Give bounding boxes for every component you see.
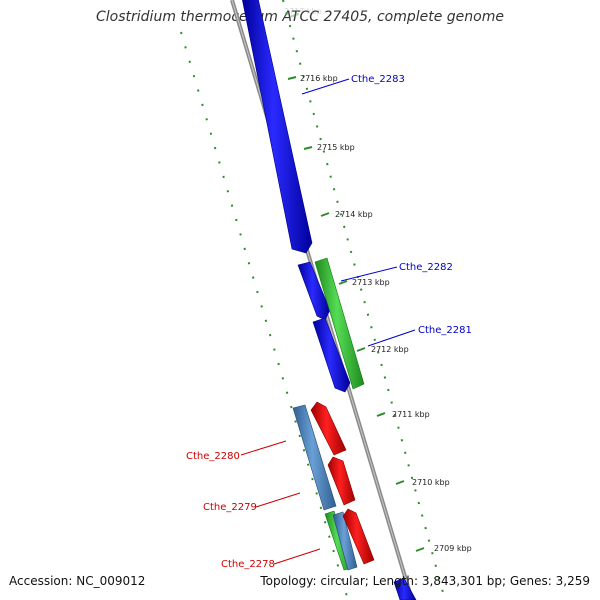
cds-cthe-2282[interactable]: [297, 261, 331, 321]
outer-ruler-guide: [282, 0, 446, 600]
tick-label-2710: 2710 kbp: [412, 478, 450, 487]
feature-steel-lower[interactable]: [332, 511, 358, 571]
tick-label-2709: 2709 kbp: [434, 544, 472, 553]
rna-feature-upper[interactable]: [314, 257, 365, 390]
gene-label-cthe-2282[interactable]: Cthe_2282: [399, 262, 453, 273]
tick-label-2717: 2717 kbp: [284, 7, 322, 16]
cds-cthe-2281[interactable]: [312, 317, 351, 393]
map-title: Clostridium thermocellum ATCC 27405, com…: [96, 9, 504, 25]
tick-label-2715: 2715 kbp: [317, 143, 355, 152]
gene-label-cthe-2283[interactable]: Cthe_2283: [351, 74, 405, 85]
gene-label-cthe-2278[interactable]: Cthe_2278: [221, 559, 275, 570]
ruler-ticks: 2717 kbp 2716 kbp 2715 kbp 2714 kbp 2713…: [284, 7, 472, 553]
forward-strand-features: [242, 0, 417, 600]
gene-label-cthe-2279[interactable]: Cthe_2279: [203, 502, 257, 513]
accession-label: Accession: NC_009012: [9, 574, 146, 588]
cds-cthe-2280[interactable]: [310, 401, 347, 456]
cds-cthe-2278[interactable]: [342, 508, 375, 565]
reverse-strand-features: [292, 401, 375, 571]
gene-label-cthe-2281[interactable]: Cthe_2281: [418, 325, 472, 336]
tick-label-2712: 2712 kbp: [371, 345, 409, 354]
cds-tail-blue: [393, 577, 417, 600]
feature-steel-upper[interactable]: [292, 404, 337, 511]
gene-label-cthe-2280[interactable]: Cthe_2280: [186, 451, 240, 462]
tick-label-2711: 2711 kbp: [392, 410, 430, 419]
cds-cthe-2283[interactable]: [242, 0, 313, 254]
tick-label-2714: 2714 kbp: [335, 210, 373, 219]
cds-cthe-2279[interactable]: [327, 456, 356, 506]
tick-label-2713: 2713 kbp: [352, 278, 390, 287]
tick-label-2716: 2716 kbp: [300, 74, 338, 83]
genome-summary: Topology: circular; Length: 3,843,301 bp…: [260, 574, 590, 588]
gene-labels: Cthe_2283 Cthe_2282 Cthe_2281 Cthe_2280 …: [186, 74, 472, 570]
